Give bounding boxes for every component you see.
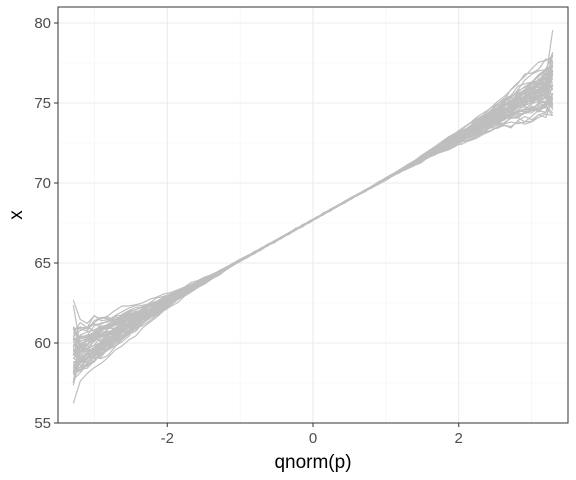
y-axis-tick-labels: 55 60 65 70 75 80: [34, 15, 51, 432]
series-group: [72, 29, 554, 404]
x-tick-label: 2: [455, 430, 463, 447]
series-line: [72, 70, 554, 373]
x-tick-label: -2: [161, 430, 174, 447]
x-tick-label: 0: [309, 430, 317, 447]
y-tick-label: 80: [34, 15, 51, 32]
x-axis-tick-labels: -2 0 2: [161, 430, 463, 447]
y-tick-label: 55: [34, 415, 51, 432]
y-tick-label: 60: [34, 335, 51, 352]
y-axis-ticks: [54, 22, 58, 424]
y-axis-title: x: [6, 210, 27, 220]
x-axis-title: qnorm(p): [274, 452, 351, 473]
x-axis-ticks: [166, 423, 460, 427]
y-tick-label: 70: [34, 175, 51, 192]
y-tick-label: 65: [34, 255, 51, 272]
y-tick-label: 75: [34, 95, 51, 112]
